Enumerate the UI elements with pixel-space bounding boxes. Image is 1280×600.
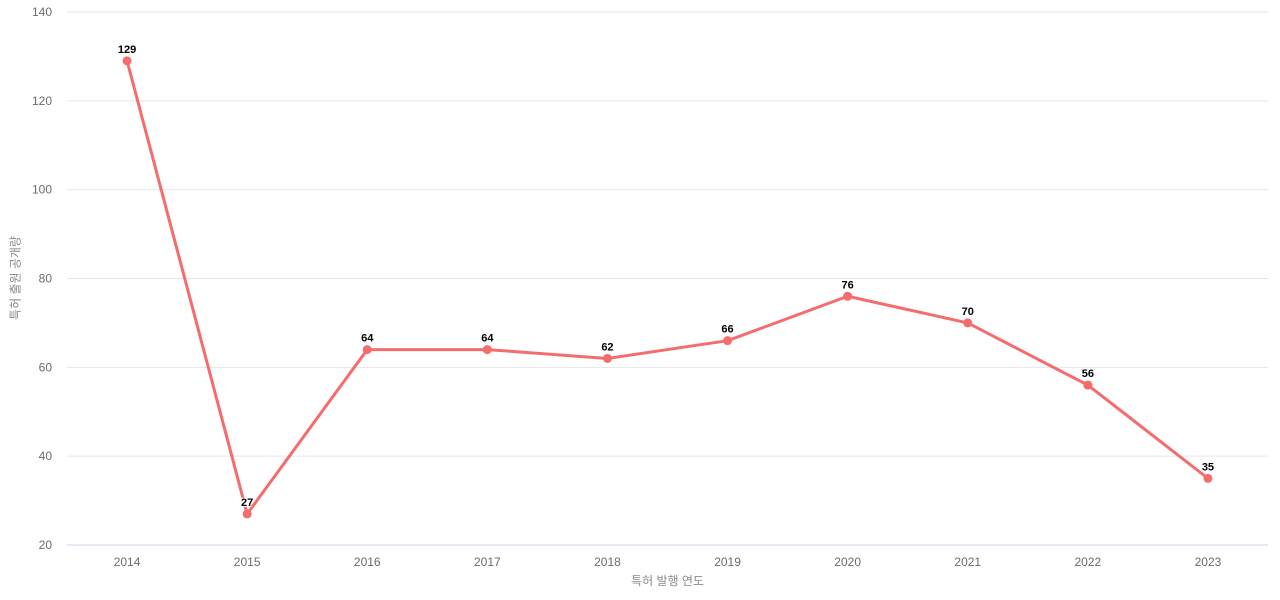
data-point-2020[interactable]: [843, 291, 853, 301]
data-point-2019[interactable]: [723, 336, 733, 346]
x-tick-label: 2017: [474, 555, 501, 569]
data-point-2017[interactable]: [482, 345, 492, 355]
x-tick-label: 2015: [234, 555, 261, 569]
x-axis-title: 특허 발행 연도: [631, 574, 704, 588]
x-tick-label: 2023: [1195, 555, 1222, 569]
x-tick-label: 2022: [1074, 555, 1101, 569]
y-tick-label: 60: [39, 360, 53, 374]
data-point-2016[interactable]: [362, 345, 372, 355]
y-tick-label: 40: [39, 449, 53, 463]
x-tick-label: 2021: [954, 555, 981, 569]
data-label: 64: [481, 333, 494, 345]
y-axis-title: 특허 출원 공개량: [8, 236, 23, 320]
data-label: 76: [842, 279, 854, 291]
data-label: 35: [1202, 461, 1214, 473]
data-label: 64: [361, 333, 374, 345]
data-label: 70: [962, 306, 974, 318]
x-tick-label: 2016: [354, 555, 381, 569]
data-point-2015[interactable]: [242, 509, 252, 519]
data-point-2023[interactable]: [1203, 473, 1213, 483]
y-tick-label: 140: [32, 5, 52, 19]
data-point-2018[interactable]: [602, 353, 612, 363]
data-label: 56: [1082, 368, 1094, 380]
data-point-2022[interactable]: [1083, 380, 1093, 390]
y-tick-label: 20: [39, 538, 53, 552]
y-tick-label: 100: [32, 183, 52, 197]
data-point-2021[interactable]: [963, 318, 973, 328]
x-tick-label: 2018: [594, 555, 621, 569]
y-tick-label: 80: [39, 272, 53, 286]
x-tick-label: 2014: [114, 555, 141, 569]
x-tick-label: 2019: [714, 555, 741, 569]
data-label: 62: [601, 341, 613, 353]
y-tick-label: 120: [32, 94, 52, 108]
data-label: 129: [118, 44, 136, 56]
data-label: 27: [241, 497, 253, 509]
data-point-2014[interactable]: [122, 56, 132, 66]
data-label: 66: [721, 324, 733, 336]
x-tick-label: 2020: [834, 555, 861, 569]
series-line: [125, 59, 1210, 516]
